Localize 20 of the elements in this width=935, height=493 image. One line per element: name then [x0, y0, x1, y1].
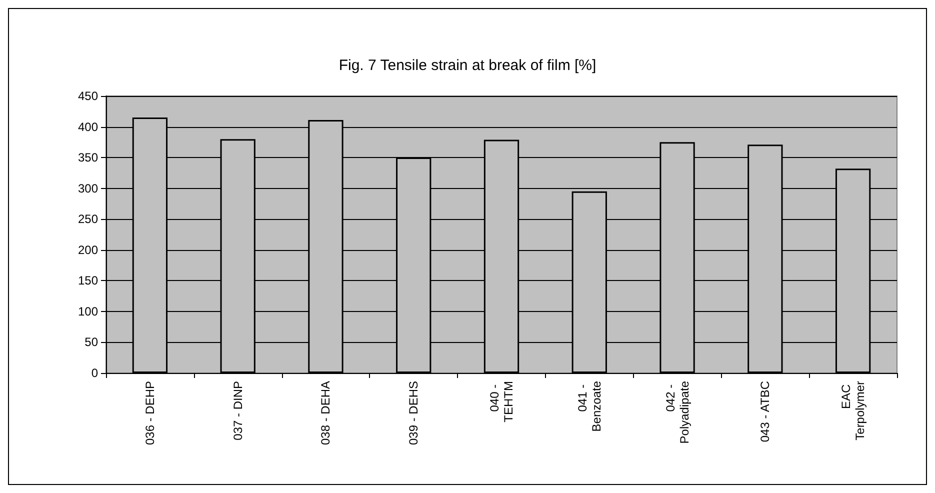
- y-tick-label: 50: [84, 335, 98, 350]
- y-tick-label: 200: [78, 242, 98, 257]
- y-tick-label: 300: [78, 181, 98, 196]
- y-tick-label: 0: [91, 366, 98, 380]
- y-tick-label: 150: [78, 274, 98, 288]
- x-tick-label: 043 - ATBC: [758, 380, 772, 442]
- x-tick-label: 041 - Benzoate: [575, 380, 604, 432]
- x-tick-label: 037 - DINP: [230, 381, 245, 440]
- y-tick-label: 400: [78, 120, 98, 134]
- y-tick-label: 100: [78, 304, 98, 318]
- y-tick-label: 450: [78, 89, 98, 103]
- x-tick-label: 038 - DEHA: [318, 381, 333, 446]
- x-tick-label: 039 - DEHS: [406, 381, 421, 446]
- y-tick-label: 350: [78, 150, 98, 165]
- y-tick-label: 250: [78, 212, 98, 226]
- chart-title: Fig. 7 Tensile strain at break of film [%]: [338, 57, 596, 74]
- x-tick-label: 042 - Polyadipate: [663, 380, 692, 444]
- x-tick-label: 040 - TEHTM: [488, 381, 516, 422]
- x-tick-label: EAC Terpolymer: [839, 381, 868, 440]
- x-tick-label: 036 - DEHP: [142, 381, 157, 446]
